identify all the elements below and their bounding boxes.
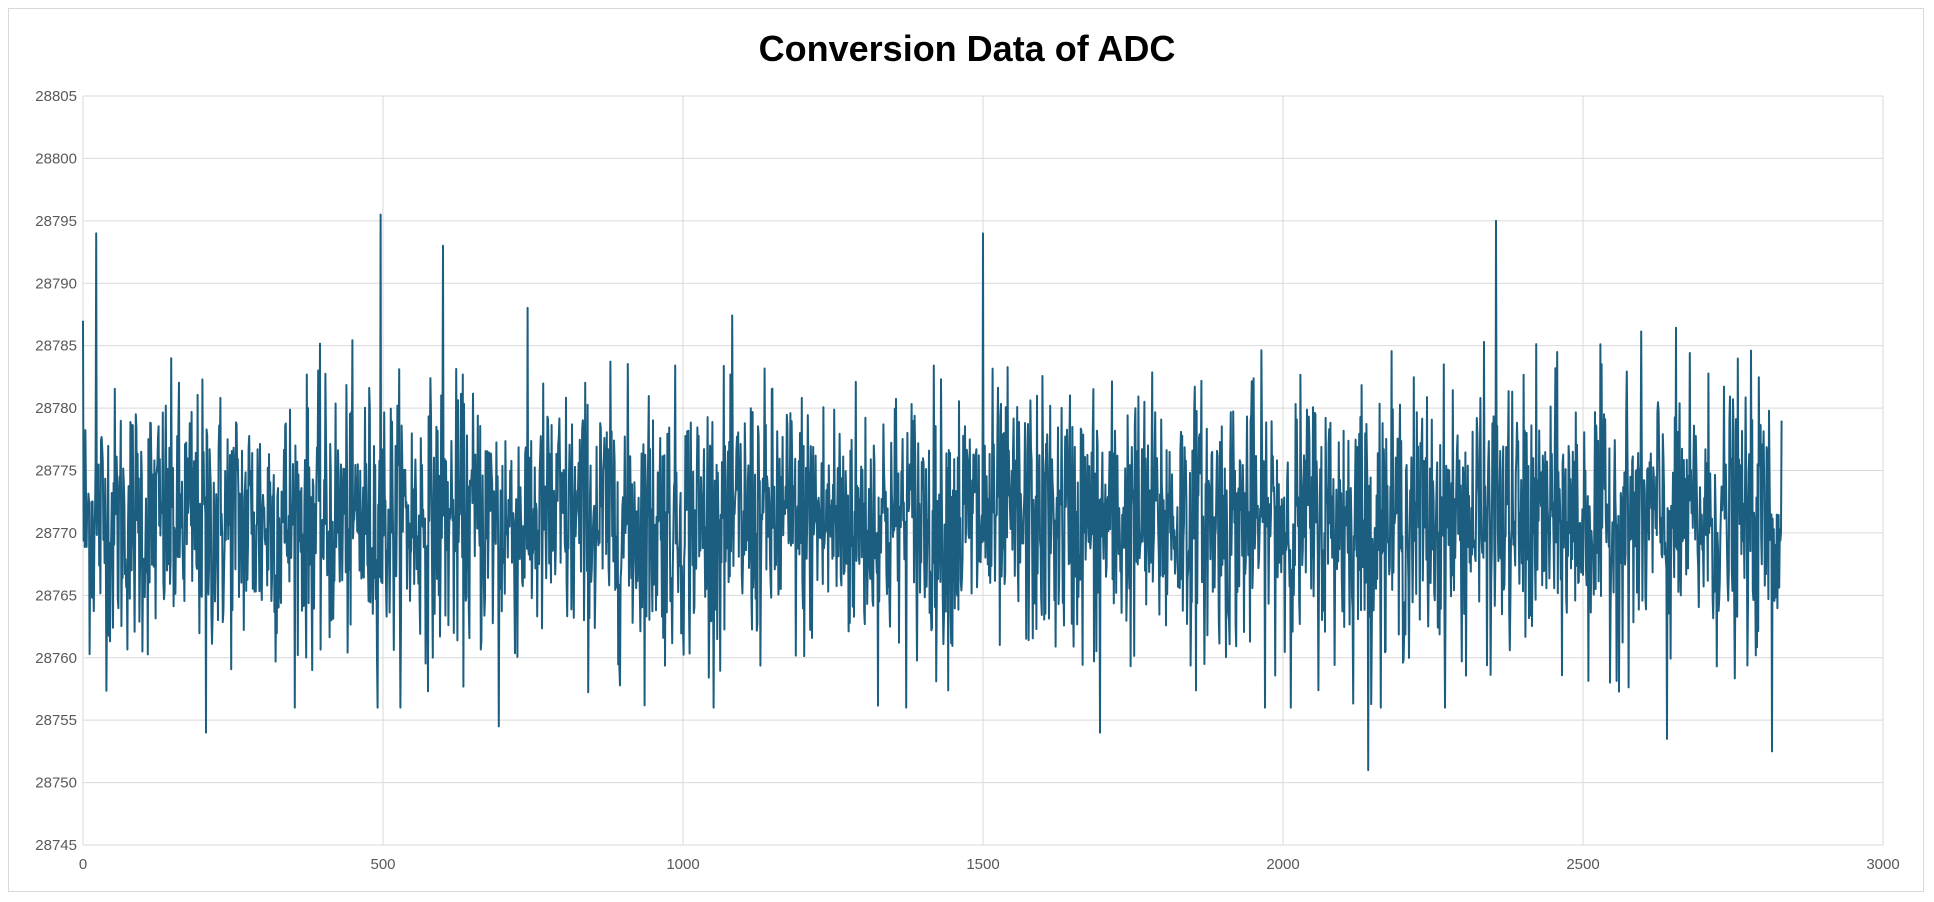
x-tick-label: 0 — [79, 856, 87, 873]
y-tick-label: 28785 — [35, 338, 77, 355]
y-tick-label: 28765 — [35, 587, 77, 604]
y-tick-label: 28770 — [35, 525, 77, 542]
y-tick-label: 28760 — [35, 650, 77, 667]
x-tick-label: 500 — [370, 856, 395, 873]
y-tick-label: 28775 — [35, 463, 77, 480]
x-tick-label: 2500 — [1566, 856, 1599, 873]
x-tick-label: 3000 — [1866, 856, 1899, 873]
y-tick-label: 28755 — [35, 712, 77, 729]
series-group — [82, 213, 1783, 772]
y-tick-label: 28780 — [35, 400, 77, 417]
x-tick-label: 2000 — [1266, 856, 1299, 873]
chart-title: Conversion Data of ADC — [758, 28, 1176, 69]
y-tick-label: 28790 — [35, 275, 77, 292]
series-line — [82, 213, 1783, 772]
y-tick-label: 28795 — [35, 213, 77, 230]
x-tick-label: 1500 — [966, 856, 999, 873]
x-tick-label: 1000 — [666, 856, 699, 873]
y-tick-label: 28805 — [35, 88, 77, 105]
y-axis-ticks: 28745 28750 28755 28760 28765 28770 28775 28780… — [35, 88, 77, 854]
y-tick-label: 28745 — [35, 837, 77, 854]
x-axis-ticks: 0 500 1000 1500 2000 2500 3000 — [79, 856, 1900, 873]
y-tick-label: 28750 — [35, 775, 77, 792]
y-tick-label: 28800 — [35, 150, 77, 167]
